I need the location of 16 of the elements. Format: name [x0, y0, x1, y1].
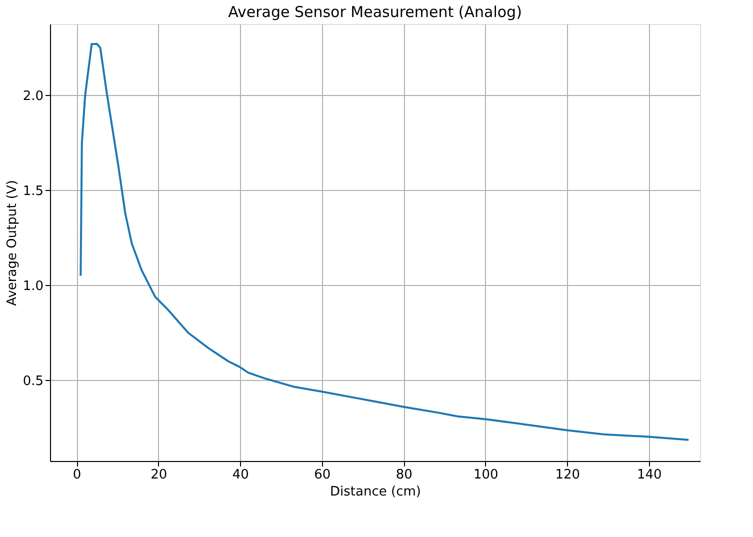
- x-tick-label: 0: [72, 468, 82, 482]
- x-tick-label: 60: [314, 468, 331, 482]
- y-tick-label: 1.0: [22, 278, 44, 294]
- x-tick-label: 140: [636, 468, 662, 482]
- x-tick-label: 100: [473, 468, 498, 482]
- x-tick-label: 20: [150, 468, 168, 482]
- x-tick-label: 40: [232, 468, 249, 482]
- y-tick-label: 0.5: [22, 374, 44, 389]
- line-series: [80, 42, 690, 441]
- y-axis-title: Average Output (V): [4, 180, 20, 306]
- y-tick-label: 1.5: [22, 184, 44, 199]
- y-tick-label: 2.0: [22, 88, 44, 104]
- x-tick-label: 120: [555, 468, 580, 482]
- x-tick-label: 80: [396, 468, 412, 482]
- x-axis-title: Distance (cm): [330, 484, 421, 500]
- chart-title: Average Sensor Measurement (Analog): [228, 3, 522, 21]
